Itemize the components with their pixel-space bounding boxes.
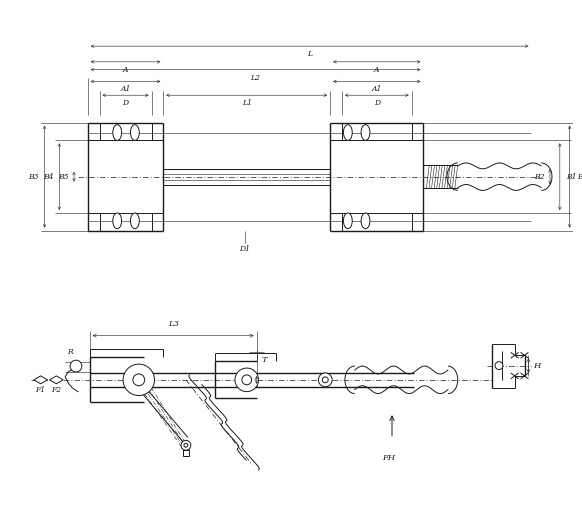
Circle shape xyxy=(318,373,332,387)
Ellipse shape xyxy=(113,213,122,228)
Ellipse shape xyxy=(343,125,352,140)
Ellipse shape xyxy=(130,125,139,140)
Ellipse shape xyxy=(361,125,370,140)
Text: A1: A1 xyxy=(120,85,131,93)
Text: L2: L2 xyxy=(251,74,261,82)
Circle shape xyxy=(70,360,82,372)
Text: D1: D1 xyxy=(239,245,250,253)
Text: FH: FH xyxy=(382,454,396,462)
Text: D: D xyxy=(374,99,380,107)
Ellipse shape xyxy=(113,125,122,140)
Text: B5: B5 xyxy=(58,173,68,181)
Ellipse shape xyxy=(361,213,370,228)
Ellipse shape xyxy=(130,213,139,228)
Circle shape xyxy=(235,368,258,392)
Polygon shape xyxy=(34,376,48,384)
Text: A: A xyxy=(123,66,128,74)
Text: B3: B3 xyxy=(28,173,38,181)
Text: L3: L3 xyxy=(168,320,179,328)
Text: L1: L1 xyxy=(242,99,252,107)
Circle shape xyxy=(133,374,145,386)
Text: F1: F1 xyxy=(36,386,46,394)
Circle shape xyxy=(495,361,503,369)
Text: B4: B4 xyxy=(43,173,54,181)
Text: R: R xyxy=(67,348,73,356)
Circle shape xyxy=(123,364,154,395)
Ellipse shape xyxy=(343,213,352,228)
Text: A: A xyxy=(374,66,379,74)
Text: L: L xyxy=(307,50,312,58)
Text: F2: F2 xyxy=(51,386,62,394)
Circle shape xyxy=(242,375,251,385)
Circle shape xyxy=(184,443,188,447)
Circle shape xyxy=(181,440,191,450)
Text: B2: B2 xyxy=(534,173,544,181)
Text: B1: B1 xyxy=(566,173,576,181)
Text: T: T xyxy=(261,356,267,364)
Text: H: H xyxy=(533,361,540,369)
Polygon shape xyxy=(49,376,63,384)
Circle shape xyxy=(322,377,328,383)
Text: A1: A1 xyxy=(371,85,382,93)
Text: D: D xyxy=(122,99,129,107)
Text: B: B xyxy=(577,173,582,181)
Bar xyxy=(183,450,189,456)
